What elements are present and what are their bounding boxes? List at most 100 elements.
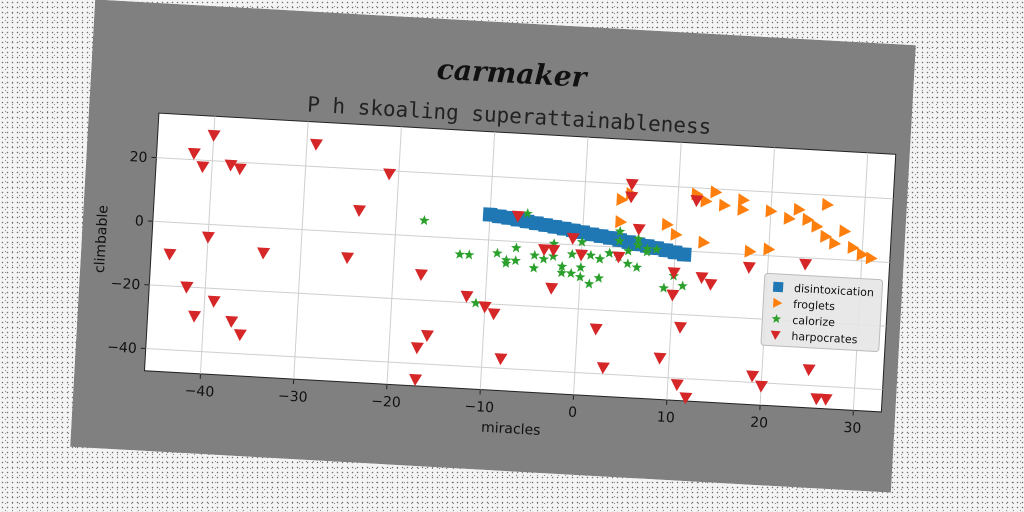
legend-label-froglets: froglets <box>793 298 836 313</box>
point-calorize <box>632 239 644 250</box>
point-harpocrates <box>410 342 424 355</box>
point-harpocrates <box>207 129 221 142</box>
point-harpocrates <box>201 231 215 244</box>
point-calorize <box>615 225 626 237</box>
point-froglets <box>783 211 796 225</box>
point-froglets <box>661 217 674 231</box>
point-harpocrates <box>180 281 194 294</box>
point-calorize <box>633 233 644 244</box>
point-calorize <box>492 247 503 258</box>
scatter-chart: carmaker P h skoaling superattainablenes… <box>70 0 916 493</box>
point-harpocrates <box>310 138 323 151</box>
point-harpocrates <box>383 168 397 181</box>
y-tick-label: 20 <box>129 149 148 166</box>
point-harpocrates <box>545 282 559 295</box>
point-froglets <box>615 215 628 229</box>
point-harpocrates <box>257 247 271 260</box>
point-froglets <box>847 240 860 254</box>
point-harpocrates <box>695 271 709 284</box>
y-tick-label: −40 <box>107 339 137 357</box>
y-gridline <box>152 220 890 263</box>
point-froglets <box>710 185 723 199</box>
point-froglets <box>718 198 731 212</box>
point-harpocrates <box>653 352 667 365</box>
point-harpocrates <box>667 267 681 280</box>
point-harpocrates <box>341 252 355 265</box>
point-calorize <box>594 253 606 264</box>
point-harpocrates <box>575 249 589 262</box>
point-harpocrates <box>666 289 680 302</box>
point-harpocrates <box>799 258 813 271</box>
point-froglets <box>737 202 750 216</box>
point-calorize <box>585 249 597 260</box>
point-froglets <box>811 219 824 233</box>
point-calorize <box>528 262 540 273</box>
point-harpocrates <box>187 147 201 160</box>
legend-label-calorize: calorize <box>792 314 836 329</box>
x-gridline <box>386 126 402 385</box>
point-harpocrates <box>414 268 428 282</box>
point-calorize <box>529 249 540 261</box>
point-calorize <box>565 267 577 278</box>
point-froglets <box>616 192 629 206</box>
plot-area <box>143 112 897 413</box>
point-froglets <box>802 212 815 226</box>
data-marks <box>163 129 878 406</box>
x-axis-label: miracles <box>481 420 541 439</box>
legend: disintoxicationfrogletscalorizeharpocrat… <box>760 272 884 353</box>
point-harpocrates <box>589 323 603 336</box>
y-tick-label: 0 <box>134 213 144 229</box>
point-harpocrates <box>163 248 177 261</box>
point-harpocrates <box>353 204 367 217</box>
y-gridline <box>156 157 894 200</box>
point-calorize <box>583 278 595 289</box>
figure: carmaker P h skoaling superattainablenes… <box>70 0 916 493</box>
point-calorize <box>623 245 634 256</box>
point-harpocrates <box>460 290 474 303</box>
x-tick-label: 20 <box>750 415 769 432</box>
point-calorize <box>419 215 430 226</box>
point-harpocrates <box>487 308 501 321</box>
point-calorize <box>604 247 615 258</box>
legend-label-harpocrates: harpocrates <box>791 330 858 347</box>
point-calorize <box>575 271 586 282</box>
point-froglets <box>737 193 750 207</box>
point-harpocrates <box>674 321 688 334</box>
point-harpocrates <box>538 244 552 257</box>
x-gridline <box>293 121 309 380</box>
point-froglets <box>821 197 834 211</box>
point-harpocrates <box>494 353 508 366</box>
point-harpocrates <box>690 195 704 208</box>
point-harpocrates <box>596 362 610 375</box>
point-calorize <box>631 261 643 273</box>
legend-marker-harpocrates <box>770 330 781 340</box>
point-froglets <box>820 229 833 243</box>
point-harpocrates <box>547 244 561 257</box>
point-harpocrates <box>196 161 210 174</box>
x-gridline <box>479 131 496 390</box>
point-harpocrates <box>810 393 824 406</box>
point-harpocrates <box>754 380 768 393</box>
point-calorize <box>614 235 625 246</box>
series-harpocrates <box>163 129 833 406</box>
point-froglets <box>700 194 713 208</box>
point-calorize <box>538 253 550 264</box>
point-calorize <box>658 282 670 293</box>
point-harpocrates <box>742 261 756 274</box>
legend-marker-disintoxication <box>772 281 784 293</box>
x-gridline <box>199 116 216 374</box>
point-harpocrates <box>409 373 423 386</box>
point-harpocrates <box>625 178 639 191</box>
point-calorize <box>511 242 522 253</box>
x-tick-label: −10 <box>464 399 494 417</box>
legend-box <box>760 272 884 353</box>
point-harpocrates <box>511 210 525 223</box>
point-harpocrates <box>746 370 760 383</box>
point-calorize <box>522 207 533 219</box>
point-froglets <box>865 251 878 265</box>
point-calorize <box>510 255 521 266</box>
point-harpocrates <box>819 393 833 406</box>
x-tick-label: −40 <box>184 383 214 401</box>
point-harpocrates <box>188 310 202 323</box>
point-froglets <box>765 204 778 218</box>
